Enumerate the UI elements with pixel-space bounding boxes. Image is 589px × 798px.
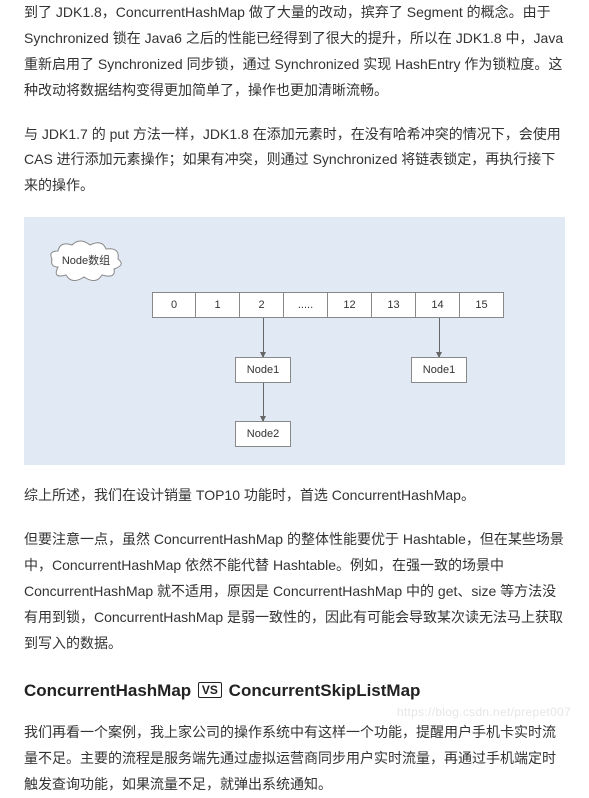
arrow-down [439, 318, 440, 357]
section-heading: ConcurrentHashMap VS ConcurrentSkipListM… [24, 675, 565, 706]
array-cell: 1 [196, 292, 240, 318]
paragraph-3: 综上所述，我们在设计销量 TOP10 功能时，首选 ConcurrentHash… [24, 483, 565, 509]
arrow-down [263, 383, 264, 421]
array-cell: 15 [460, 292, 504, 318]
vs-badge: VS [198, 682, 222, 698]
paragraph-4: 但要注意一点，虽然 ConcurrentHashMap 的整体性能要优于 Has… [24, 527, 565, 656]
heading-left: ConcurrentHashMap [24, 681, 191, 700]
paragraph-2: 与 JDK1.7 的 put 方法一样，JDK1.8 在添加元素时，在没有哈希冲… [24, 122, 565, 200]
paragraph-5: 我们再看一个案例，我上家公司的操作系统中有这样一个功能，提醒用户手机卡实时流量不… [24, 720, 565, 798]
array-cell: 2 [240, 292, 284, 318]
array-cell: 13 [372, 292, 416, 318]
node-box: Node1 [235, 357, 291, 383]
node-box: Node1 [411, 357, 467, 383]
arrow-down [263, 318, 264, 357]
heading-right: ConcurrentSkipListMap [229, 681, 421, 700]
array-cell: 14 [416, 292, 460, 318]
node-box: Node2 [235, 421, 291, 447]
array-cell: ..... [284, 292, 328, 318]
array-cell: 12 [328, 292, 372, 318]
array-cell: 0 [152, 292, 196, 318]
hashmap-diagram: Node数组 012.....12131415 Node1Node2Node1 [24, 217, 565, 465]
paragraph-1: 到了 JDK1.8，ConcurrentHashMap 做了大量的改动，摈弃了 … [24, 0, 565, 104]
cloud-shape: Node数组 [48, 239, 124, 283]
cloud-label: Node数组 [48, 239, 124, 283]
